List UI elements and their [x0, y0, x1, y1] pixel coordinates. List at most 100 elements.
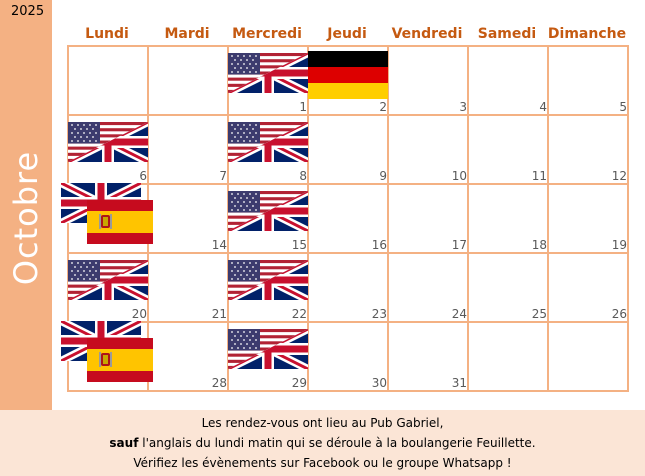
day-number: 20 [131, 307, 147, 321]
day-number: 11 [531, 169, 547, 183]
footer-line-1: Les rendez-vous ont lieu au Pub Gabriel, [201, 416, 444, 430]
day-cell[interactable]: 22 [228, 254, 309, 323]
day-cell[interactable]: 16 [309, 185, 389, 254]
weekday-2: Mercredi [232, 26, 302, 42]
weekday-0: Lundi [85, 26, 129, 42]
day-cell[interactable]: 28 [149, 323, 229, 392]
day-number: 15 [291, 238, 307, 252]
day-number: 29 [291, 376, 307, 390]
weekday-4: Vendredi [391, 26, 463, 42]
footer-line-2: sauf l'anglais du lundi matin qui se dér… [0, 436, 645, 450]
day-cell[interactable] [549, 323, 629, 392]
day-cell[interactable]: 26 [549, 254, 629, 323]
day-cell[interactable]: 8 [228, 116, 309, 185]
weekday-6: Dimanche [547, 26, 627, 42]
day-cell[interactable]: 29 [228, 323, 309, 392]
day-number: 7 [219, 169, 227, 183]
grid-row-line [67, 45, 629, 47]
day-number: 17 [451, 238, 467, 252]
day-number: 8 [299, 169, 307, 183]
day-number: 1 [299, 100, 307, 114]
grid-col-line [547, 45, 549, 390]
grid-col-line [307, 45, 309, 390]
footer-bold-word: sauf [109, 436, 139, 450]
footer-note: Les rendez-vous ont lieu au Pub Gabriel,… [0, 410, 645, 476]
day-cell[interactable]: 23 [309, 254, 389, 323]
grid-row-line [67, 252, 629, 254]
day-cell[interactable]: 15 [228, 185, 309, 254]
day-cell[interactable]: 18 [469, 185, 549, 254]
day-cell[interactable] [59, 317, 153, 392]
grid-col-line [387, 45, 389, 390]
day-cell[interactable]: 12 [549, 116, 629, 185]
weekday-3: Jeudi [327, 26, 367, 42]
day-cell[interactable]: 6 [68, 116, 149, 185]
grid-row-line [67, 183, 629, 185]
day-cell[interactable]: 1 [228, 47, 309, 116]
day-number: 14 [211, 238, 227, 252]
day-cell[interactable]: 19 [549, 185, 629, 254]
day-cell[interactable]: 5 [549, 47, 629, 116]
grid-row-line [67, 390, 629, 392]
spain-flag-icon [87, 200, 153, 249]
day-number: 3 [459, 100, 467, 114]
day-cell[interactable]: 17 [389, 185, 469, 254]
spain-flag-icon [87, 338, 153, 387]
day-cell[interactable] [69, 47, 149, 116]
germany-flag-icon [308, 51, 388, 104]
month-sidebar: 2025 Octobre [0, 0, 52, 410]
day-cell[interactable]: 7 [149, 116, 229, 185]
day-cell[interactable]: 10 [389, 116, 469, 185]
us-uk-flag-icon [68, 260, 148, 305]
day-number: 6 [139, 169, 147, 183]
day-number: 18 [531, 238, 547, 252]
day-cell[interactable]: 14 [149, 185, 229, 254]
us-uk-flag-icon [228, 53, 308, 98]
day-number: 10 [451, 169, 467, 183]
day-cell[interactable]: 25 [469, 254, 549, 323]
us-uk-flag-icon [68, 122, 148, 167]
day-cell[interactable]: 11 [469, 116, 549, 185]
day-cell[interactable] [149, 47, 229, 116]
weekday-1: Mardi [164, 26, 210, 42]
day-cell[interactable]: 4 [469, 47, 549, 116]
grid-row-line [67, 114, 629, 116]
month-label: Octobre [7, 150, 45, 286]
day-number: 24 [451, 307, 467, 321]
day-cell[interactable]: 24 [389, 254, 469, 323]
day-number: 28 [211, 376, 227, 390]
day-cell[interactable]: 9 [309, 116, 389, 185]
day-number: 22 [291, 307, 307, 321]
weekday-5: Samedi [477, 26, 537, 42]
day-cell[interactable]: 30 [309, 323, 389, 392]
day-cell[interactable]: 3 [389, 47, 469, 116]
footer-line-2-text: l'anglais du lundi matin qui se déroule … [138, 436, 536, 450]
grid-col-line [627, 45, 629, 390]
us-uk-flag-icon [228, 260, 308, 305]
day-cell[interactable]: 2 [308, 47, 389, 116]
day-number: 19 [611, 238, 627, 252]
day-cell[interactable]: 31 [389, 323, 469, 392]
day-cell[interactable] [469, 323, 549, 392]
day-number: 9 [379, 169, 387, 183]
day-number: 26 [611, 307, 627, 321]
grid-row-line [67, 321, 629, 323]
day-number: 23 [371, 307, 387, 321]
us-uk-flag-icon [228, 122, 308, 167]
day-number: 2 [379, 100, 387, 114]
day-number: 12 [611, 169, 627, 183]
day-cell[interactable] [59, 179, 153, 254]
year-label: 2025 [11, 4, 45, 19]
day-number: 25 [531, 307, 547, 321]
weekday-header: Lundi Mardi Mercredi Jeudi Vendredi Samedi Dim… [67, 26, 629, 46]
day-number: 30 [371, 376, 387, 390]
day-number: 16 [371, 238, 387, 252]
day-number: 21 [211, 307, 227, 321]
day-cell[interactable]: 20 [68, 254, 149, 323]
day-number: 4 [539, 100, 547, 114]
day-number: 5 [619, 100, 627, 114]
us-uk-flag-icon [228, 191, 308, 236]
day-cell[interactable]: 21 [149, 254, 229, 323]
footer-line-3: Vérifiez les évènements sur Facebook ou … [133, 456, 512, 470]
